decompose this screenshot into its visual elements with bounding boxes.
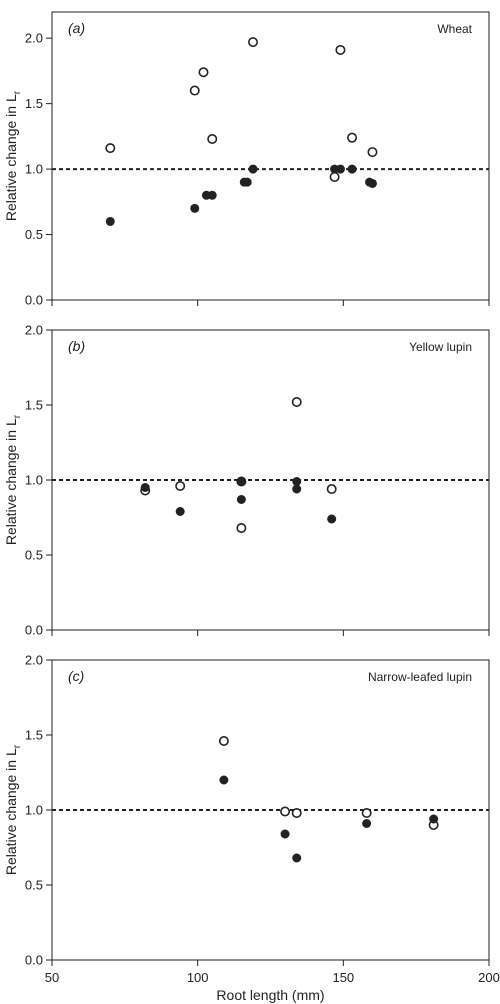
panel-label: (a) bbox=[68, 20, 85, 36]
y-axis-label-subscript: r bbox=[12, 414, 23, 418]
data-point-open bbox=[335, 44, 346, 55]
data-point-filled bbox=[175, 507, 185, 516]
data-point-open bbox=[236, 522, 247, 533]
data-point-open bbox=[326, 483, 337, 494]
chart-panel-0: 0.0 0.5 1.0 1.5 2.0 Relative change in Lr (a) W… bbox=[3, 11, 490, 308]
y-axis-label: Relative change in Lr bbox=[3, 90, 23, 221]
x-axis-label: Root length (mm) bbox=[216, 987, 324, 1003]
x-tick-label: 150 bbox=[332, 970, 354, 985]
y-tick-label: 0.0 bbox=[25, 953, 43, 968]
y-axis-label-text: Relative change in L bbox=[3, 748, 19, 875]
panel-title: Yellow lupin bbox=[409, 340, 472, 354]
data-point-filled bbox=[327, 514, 337, 524]
data-point-open bbox=[291, 807, 302, 818]
y-tick-label: 1.5 bbox=[25, 728, 43, 743]
x-tick-label: 200 bbox=[478, 970, 500, 985]
data-point-filled bbox=[280, 829, 290, 839]
data-point-filled bbox=[190, 203, 200, 213]
axes-frame bbox=[51, 11, 490, 301]
y-tick-label: 1.0 bbox=[25, 162, 43, 177]
x-tick-label: 50 bbox=[45, 970, 59, 985]
data-point-open bbox=[347, 132, 358, 143]
data-point-open bbox=[329, 171, 340, 182]
y-axis-label-subscript: r bbox=[12, 744, 23, 748]
data-point-filled bbox=[292, 484, 302, 494]
data-point-open bbox=[198, 67, 209, 78]
y-tick-label: 0.0 bbox=[25, 293, 43, 308]
x-tick-label: 100 bbox=[187, 970, 209, 985]
data-point-filled bbox=[140, 483, 150, 492]
data-point-open bbox=[248, 37, 259, 48]
data-point-filled bbox=[367, 178, 377, 188]
y-tick-label: 0.5 bbox=[25, 548, 43, 563]
data-point-open bbox=[207, 133, 218, 144]
data-point-filled bbox=[347, 164, 357, 174]
data-point-open bbox=[105, 143, 116, 154]
y-axis-label-subscript: r bbox=[12, 90, 23, 94]
y-tick-label: 1.0 bbox=[25, 803, 43, 818]
data-point-filled bbox=[248, 164, 258, 174]
data-point-filled bbox=[236, 477, 246, 486]
data-point-open bbox=[218, 735, 229, 746]
data-point-filled bbox=[335, 164, 345, 174]
chart-panel-1: 0.0 0.5 1.0 1.5 2.0 Relative change in Lr (b) Y… bbox=[3, 323, 490, 638]
data-point-filled bbox=[207, 190, 217, 200]
panel-label: (c) bbox=[68, 668, 84, 684]
data-point-filled bbox=[105, 216, 115, 226]
y-tick-label: 0.5 bbox=[25, 878, 43, 893]
y-axis-label: Relative change in Lr bbox=[3, 744, 23, 875]
data-point-open bbox=[367, 147, 378, 158]
data-point-filled bbox=[219, 775, 229, 785]
y-tick-label: 1.5 bbox=[25, 96, 43, 111]
data-point-filled bbox=[292, 477, 302, 486]
data-point-open bbox=[291, 396, 302, 407]
data-point-open bbox=[280, 806, 291, 817]
data-point-open bbox=[361, 807, 372, 818]
y-tick-label: 2.0 bbox=[25, 653, 43, 668]
data-point-filled bbox=[362, 819, 372, 828]
y-tick-label: 0.0 bbox=[25, 623, 43, 638]
y-axis-label-text: Relative change in L bbox=[3, 94, 19, 221]
y-tick-label: 1.0 bbox=[25, 473, 43, 488]
y-axis-label: Relative change in Lr bbox=[3, 414, 23, 545]
data-point-open bbox=[175, 480, 186, 491]
data-point-filled bbox=[429, 814, 439, 824]
panel-title: Wheat bbox=[437, 22, 472, 36]
y-tick-label: 2.0 bbox=[25, 323, 43, 338]
data-point-filled bbox=[242, 177, 252, 187]
data-point-filled bbox=[236, 495, 246, 504]
y-tick-label: 0.5 bbox=[25, 227, 43, 242]
y-tick-label: 1.5 bbox=[25, 398, 43, 413]
chart-panel-2: 0.0 0.5 1.0 1.5 2.0 50 100 150 200 Relative chang… bbox=[3, 653, 500, 1004]
data-point-open bbox=[189, 85, 200, 96]
y-axis-label-text: Relative change in L bbox=[3, 418, 19, 545]
panel-label: (b) bbox=[68, 338, 85, 354]
panel-title: Narrow-leafed lupin bbox=[368, 670, 472, 684]
y-tick-label: 2.0 bbox=[25, 31, 43, 46]
data-point-filled bbox=[292, 853, 302, 863]
